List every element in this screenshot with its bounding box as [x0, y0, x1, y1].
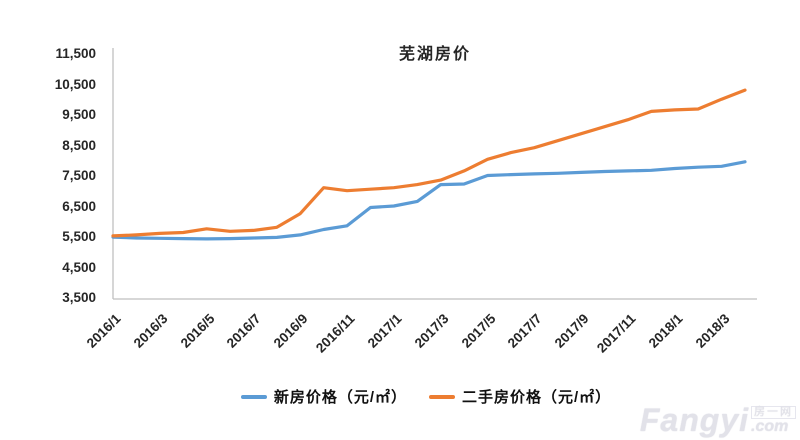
legend-swatch-new-home-icon [240, 394, 267, 399]
y-tick-label: 3,500 [62, 290, 96, 305]
y-tick-label: 10,500 [54, 76, 96, 92]
y-tick-label: 8,500 [62, 137, 96, 153]
y-tick-label: 9,500 [62, 107, 96, 122]
chart-title: 芜湖房价 [398, 46, 471, 63]
legend-item-secondhand: 二手房价格（元/㎡） [429, 386, 611, 407]
watermark-logo: Fangyi 房一网 .com [640, 404, 796, 436]
watermark-stack: 房一网 .com [751, 406, 796, 435]
y-tick-label: 4,500 [62, 259, 96, 275]
watermark-cjk-text: 房一网 [751, 406, 796, 419]
y-tick-label: 7,500 [62, 168, 96, 183]
y-tick-label: 6,500 [62, 198, 96, 214]
legend-label-secondhand: 二手房价格（元/㎡） [462, 389, 612, 406]
watermark-brand-text: Fangyi [639, 402, 749, 438]
legend: 新房价格（元/㎡） 二手房价格（元/㎡） [26, 386, 800, 407]
legend-swatch-secondhand-icon [429, 394, 455, 399]
y-tick-label: 5,500 [62, 229, 96, 244]
legend-item-new-home: 新房价格（元/㎡） [240, 386, 407, 407]
legend-label-new-home: 新房价格（元/㎡） [273, 389, 407, 406]
watermark-suffix-text: .com [751, 418, 789, 435]
y-tick-label: 11,500 [55, 46, 96, 61]
series-line-1 [111, 88, 747, 238]
series-line-0 [111, 160, 747, 241]
